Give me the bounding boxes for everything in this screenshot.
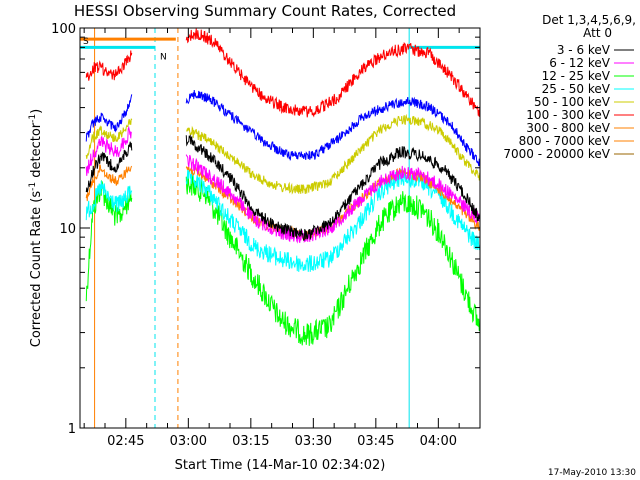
x-tick-label-0400: 04:00	[420, 434, 457, 449]
legend-label-7: 800 - 7000 keV	[519, 134, 611, 148]
legend-label-0: 3 - 6 keV	[557, 43, 611, 57]
series-2-segB	[185, 174, 481, 346]
series-4-segA	[85, 118, 133, 159]
legend-label-8: 7000 - 20000 keV	[503, 147, 610, 161]
series-0-segB	[185, 134, 480, 241]
legend-label-2: 12 - 25 keV	[542, 69, 611, 83]
series-9-segA	[85, 94, 133, 142]
series-9-segB	[185, 89, 481, 167]
series-5-segA	[85, 50, 133, 81]
axes: 1 10 100 02:45 03:00 03:15 03:30 03:45 04:00	[51, 22, 481, 449]
x-tick-label-0245: 02:45	[107, 434, 144, 449]
y-axis-label: Corrected Count Rate (s-1 detector-1)	[28, 109, 44, 347]
x-tick-label-0330: 03:30	[295, 434, 332, 449]
plot-area: SN	[79, 28, 481, 428]
x-tick-label-0345: 03:45	[357, 434, 394, 449]
legend-label-4: 50 - 100 keV	[534, 95, 611, 109]
y-tick-label-100: 100	[51, 22, 76, 37]
flag-label-1: N	[160, 52, 167, 62]
flag-label-0: S	[83, 37, 89, 47]
legend-label-6: 300 - 800 keV	[526, 121, 610, 135]
series-1-segB	[185, 154, 481, 244]
legend-header-line2: Att 0	[583, 26, 612, 40]
series-5-segB	[185, 28, 481, 118]
series-0-segA	[85, 141, 133, 193]
x-tick-label-0300: 03:00	[170, 434, 207, 449]
x-axis-label: Start Time (14-Mar-10 02:34:02)	[175, 458, 386, 473]
legend-header-line1: Det 1,3,4,5,6,9,	[542, 13, 636, 27]
y-tick-label-10: 10	[59, 222, 76, 237]
legend-label-3: 25 - 50 keV	[542, 82, 611, 96]
series-2-segA	[85, 179, 133, 302]
legend-label-5: 100 - 300 keV	[526, 108, 610, 122]
chart-title: HESSI Observing Summary Count Rates, Cor…	[74, 2, 456, 20]
series-4-segB	[186, 113, 481, 195]
series-1-segA	[85, 125, 132, 176]
x-tick-label-0315: 03:15	[232, 434, 269, 449]
y-tick-label-1: 1	[68, 422, 76, 437]
series-6-segA	[85, 163, 133, 202]
footer-date: 17-May-2010 13:30	[548, 468, 636, 478]
series-3-segA	[85, 180, 133, 221]
legend-label-1: 6 - 12 keV	[549, 56, 611, 70]
